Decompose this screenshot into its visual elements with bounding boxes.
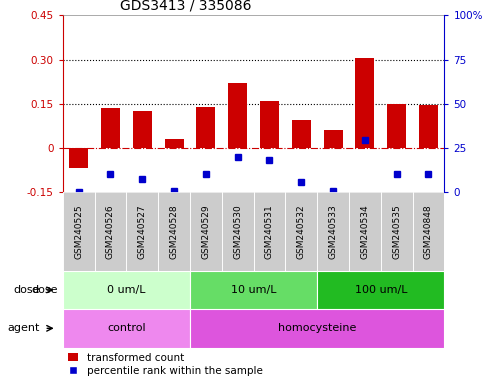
Legend: transformed count, percentile rank within the sample: transformed count, percentile rank withi… <box>68 353 263 376</box>
Text: agent: agent <box>8 323 40 333</box>
Bar <box>63 309 190 348</box>
Bar <box>292 120 311 148</box>
Text: GSM240529: GSM240529 <box>201 204 211 259</box>
Bar <box>190 192 222 271</box>
Bar <box>133 111 152 148</box>
Text: GSM240527: GSM240527 <box>138 204 147 259</box>
Bar <box>190 271 317 309</box>
Text: GSM240526: GSM240526 <box>106 204 115 259</box>
Text: GSM240848: GSM240848 <box>424 204 433 259</box>
Text: GSM240533: GSM240533 <box>328 204 338 259</box>
Text: 10 um/L: 10 um/L <box>231 285 276 295</box>
Text: GSM240528: GSM240528 <box>170 204 179 259</box>
Bar <box>412 192 444 271</box>
Bar <box>69 148 88 169</box>
Bar <box>355 58 374 148</box>
Bar <box>419 105 438 148</box>
Bar <box>95 192 127 271</box>
Text: dose: dose <box>14 285 40 295</box>
Bar <box>285 192 317 271</box>
Text: 0 um/L: 0 um/L <box>107 285 146 295</box>
Bar <box>101 108 120 148</box>
Text: homocysteine: homocysteine <box>278 323 356 333</box>
Bar <box>317 192 349 271</box>
Bar <box>387 104 406 148</box>
Bar <box>317 271 444 309</box>
Text: GSM240531: GSM240531 <box>265 204 274 259</box>
Bar <box>260 101 279 148</box>
Bar <box>228 83 247 148</box>
Text: GSM240525: GSM240525 <box>74 204 83 259</box>
Bar <box>324 130 342 148</box>
Bar <box>63 192 95 271</box>
Text: dose: dose <box>31 285 58 295</box>
Text: control: control <box>107 323 146 333</box>
Bar <box>349 192 381 271</box>
Text: GSM240534: GSM240534 <box>360 204 369 259</box>
Bar <box>222 192 254 271</box>
Bar <box>254 192 285 271</box>
Text: GSM240530: GSM240530 <box>233 204 242 259</box>
Text: GDS3413 / 335086: GDS3413 / 335086 <box>120 0 252 13</box>
Bar <box>158 192 190 271</box>
Bar <box>190 309 444 348</box>
Bar <box>63 271 190 309</box>
Text: GSM240532: GSM240532 <box>297 204 306 259</box>
Bar <box>381 192 412 271</box>
Text: 100 um/L: 100 um/L <box>355 285 407 295</box>
Text: GSM240535: GSM240535 <box>392 204 401 259</box>
Bar <box>165 139 184 148</box>
Bar <box>196 107 215 148</box>
Bar <box>127 192 158 271</box>
